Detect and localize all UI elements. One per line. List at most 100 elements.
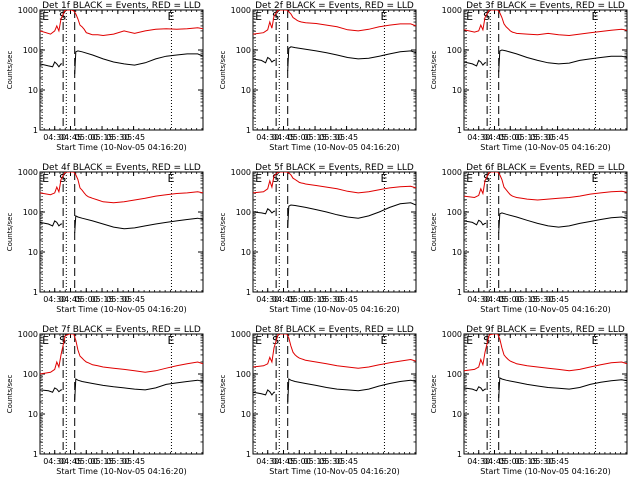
x-tick-label: 05:15 — [304, 457, 327, 466]
y-tick-label: 1000 — [18, 168, 38, 177]
detector-panel: Det 9f BLACK = Events, RED = LLD Counts/s… — [430, 325, 628, 476]
x-tick-label: 05:30 — [530, 133, 553, 142]
y-tick-label: 10 — [241, 86, 251, 95]
y-tick-label: 1 — [457, 450, 462, 459]
y-axis-label: Counts/sec — [219, 213, 227, 252]
x-tick-label: 05:45 — [122, 457, 145, 466]
x-tick-label: 05:45 — [335, 457, 358, 466]
detector-panel: Det 8f BLACK = Events, RED = LLD Counts/s… — [219, 325, 417, 476]
x-tick-label: 04:45 — [272, 457, 295, 466]
panel-title: Det 7f BLACK = Events, RED = LLD — [42, 325, 201, 335]
y-tick-label: 100 — [236, 46, 251, 55]
panel-title: Det 8f BLACK = Events, RED = LLD — [255, 325, 414, 335]
x-tick-label: 05:15 — [515, 457, 538, 466]
x-tick-label: 04:30 — [43, 457, 66, 466]
lld-series-line — [253, 334, 416, 369]
x-tick-label: 05:00 — [75, 295, 98, 304]
y-tick-label: 1 — [246, 126, 251, 135]
x-tick-label: 04:30 — [256, 457, 279, 466]
event-marker-label: S — [272, 334, 279, 347]
event-marker-label: S — [272, 10, 279, 23]
x-axis-label: Start Time (10-Nov-05 04:16:20) — [56, 467, 186, 476]
lld-series-line — [464, 172, 627, 201]
plot-frame — [463, 171, 628, 293]
y-tick-label: 1 — [457, 288, 462, 297]
events-series-line — [40, 378, 203, 401]
plot-frame — [463, 9, 628, 131]
x-tick-label: 04:45 — [272, 295, 295, 304]
x-tick-label: 05:30 — [106, 295, 129, 304]
y-tick-label: 1000 — [231, 330, 251, 339]
y-tick-label: 1000 — [231, 168, 251, 177]
plot-frame — [39, 171, 204, 293]
x-axis-label: Start Time (10-Nov-05 04:16:20) — [269, 467, 399, 476]
x-axis-label: Start Time (10-Nov-05 04:16:20) — [56, 143, 186, 152]
panel-title: Det 9f BLACK = Events, RED = LLD — [466, 325, 625, 335]
x-axis-label: Start Time (10-Nov-05 04:16:20) — [269, 143, 399, 152]
detector-panel: Det 1f BLACK = Events, RED = LLD Counts/s… — [6, 1, 204, 152]
lld-series-line — [40, 334, 203, 375]
x-tick-label: 04:45 — [483, 457, 506, 466]
events-series-line — [464, 377, 627, 399]
plot-frame — [39, 333, 204, 455]
y-tick-label: 10 — [241, 248, 251, 257]
event-marker-label: E — [42, 172, 49, 185]
y-tick-label: 10 — [28, 410, 38, 419]
event-marker-label: E — [591, 172, 598, 185]
x-tick-label: 05:45 — [122, 133, 145, 142]
panel-title: Det 6f BLACK = Events, RED = LLD — [466, 163, 625, 173]
x-tick-label: 04:30 — [467, 457, 490, 466]
x-tick-label: 05:00 — [288, 457, 311, 466]
panel-title: Det 4f BLACK = Events, RED = LLD — [42, 163, 201, 173]
x-axis-label: Start Time (10-Nov-05 04:16:20) — [480, 305, 610, 314]
x-tick-label: 05:30 — [319, 295, 342, 304]
y-tick-label: 1000 — [18, 330, 38, 339]
x-tick-label: 04:30 — [43, 133, 66, 142]
y-axis-label: Counts/sec — [219, 51, 227, 90]
plot-frame — [39, 9, 204, 131]
plot-frame — [252, 171, 417, 293]
events-series-line — [464, 212, 627, 233]
y-tick-label: 1000 — [442, 6, 462, 15]
x-tick-label: 05:00 — [499, 133, 522, 142]
events-series-line — [464, 49, 627, 73]
y-tick-label: 100 — [23, 208, 38, 217]
x-tick-label: 04:30 — [467, 295, 490, 304]
panel-title: Det 5f BLACK = Events, RED = LLD — [255, 163, 414, 173]
y-tick-label: 10 — [452, 248, 462, 257]
y-axis-label: Counts/sec — [6, 375, 14, 414]
y-tick-label: 10 — [241, 410, 251, 419]
events-series-line — [253, 202, 416, 228]
y-tick-label: 1000 — [442, 168, 462, 177]
y-tick-label: 1 — [33, 126, 38, 135]
x-tick-label: 04:30 — [467, 133, 490, 142]
event-marker-label: E — [255, 172, 262, 185]
lld-series-line — [40, 172, 203, 204]
x-tick-label: 05:15 — [515, 133, 538, 142]
y-axis-label: Counts/sec — [219, 375, 227, 414]
x-tick-label: 05:00 — [288, 295, 311, 304]
x-tick-label: 05:00 — [499, 457, 522, 466]
panel-title: Det 2f BLACK = Events, RED = LLD — [255, 1, 414, 11]
event-marker-label: E — [380, 172, 387, 185]
x-tick-label: 04:30 — [256, 295, 279, 304]
x-tick-label: 04:45 — [483, 133, 506, 142]
detector-panel: Det 6f BLACK = Events, RED = LLD Counts/s… — [430, 163, 628, 314]
events-series-line — [253, 378, 416, 404]
event-marker-label: S — [483, 334, 490, 347]
x-tick-label: 04:45 — [59, 295, 82, 304]
x-tick-label: 05:45 — [122, 295, 145, 304]
lld-series-line — [464, 10, 627, 37]
x-axis-label: Start Time (10-Nov-05 04:16:20) — [480, 143, 610, 152]
event-marker-label: E — [167, 172, 174, 185]
event-marker-label: E — [42, 10, 49, 23]
x-tick-label: 05:45 — [335, 295, 358, 304]
x-tick-label: 05:15 — [91, 457, 114, 466]
y-axis-label: Counts/sec — [6, 51, 14, 90]
lld-series-line — [40, 10, 203, 37]
event-marker-label: E — [255, 334, 262, 347]
event-marker-label: E — [380, 10, 387, 23]
event-marker-label: E — [466, 334, 473, 347]
x-tick-label: 04:30 — [43, 295, 66, 304]
